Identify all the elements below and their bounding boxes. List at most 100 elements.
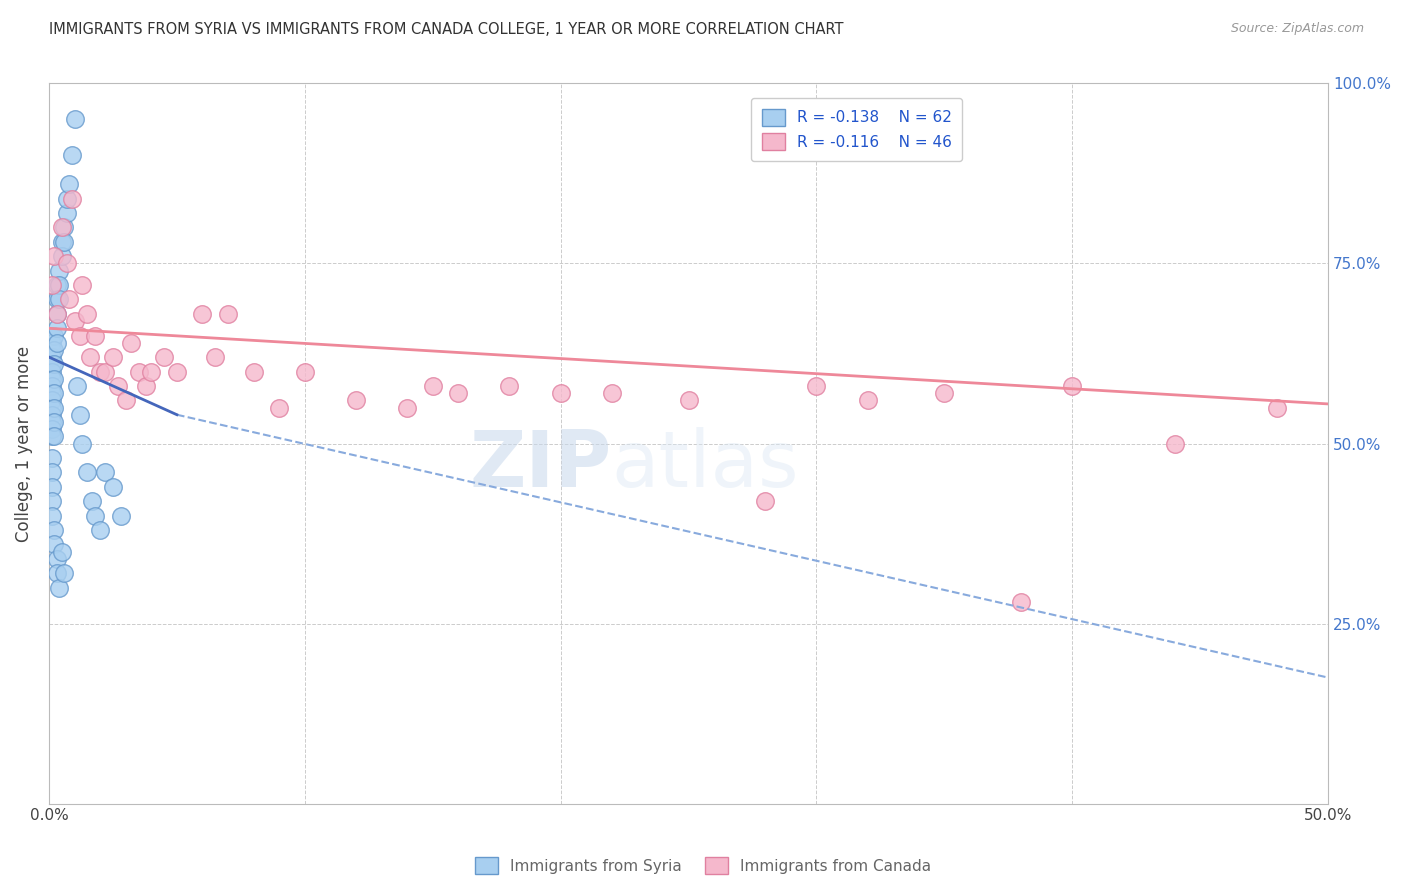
Point	[41, 372, 63, 386]
Point	[422, 379, 444, 393]
Point	[107, 379, 129, 393]
Point	[42, 523, 65, 537]
Point	[1010, 595, 1032, 609]
Point	[69, 328, 91, 343]
Point	[42, 343, 65, 357]
Point	[135, 379, 157, 393]
Y-axis label: College, 1 year or more: College, 1 year or more	[15, 345, 32, 541]
Point	[42, 357, 65, 371]
Point	[60, 192, 83, 206]
Point	[42, 429, 65, 443]
Point	[1062, 379, 1084, 393]
Point	[45, 321, 67, 335]
Point	[41, 494, 63, 508]
Point	[1163, 436, 1185, 450]
Point	[934, 386, 956, 401]
Point	[550, 386, 572, 401]
Text: atlas: atlas	[612, 427, 799, 503]
Point	[41, 508, 63, 523]
Point	[294, 364, 316, 378]
Point	[41, 429, 63, 443]
Point	[856, 393, 879, 408]
Point	[41, 335, 63, 350]
Point	[204, 350, 226, 364]
Point	[48, 293, 70, 307]
Point	[94, 364, 117, 378]
Point	[101, 350, 124, 364]
Point	[41, 357, 63, 371]
Point	[41, 350, 63, 364]
Point	[128, 364, 150, 378]
Point	[56, 206, 79, 220]
Point	[56, 256, 79, 270]
Text: ZIP: ZIP	[470, 427, 612, 503]
Point	[60, 148, 83, 162]
Point	[84, 508, 107, 523]
Point	[69, 408, 91, 422]
Point	[42, 401, 65, 415]
Point	[63, 314, 86, 328]
Text: IMMIGRANTS FROM SYRIA VS IMMIGRANTS FROM CANADA COLLEGE, 1 YEAR OR MORE CORRELAT: IMMIGRANTS FROM SYRIA VS IMMIGRANTS FROM…	[49, 22, 844, 37]
Point	[447, 386, 470, 401]
Point	[110, 508, 132, 523]
Point	[41, 364, 63, 378]
Point	[45, 293, 67, 307]
Point	[45, 307, 67, 321]
Point	[66, 379, 89, 393]
Point	[51, 544, 73, 558]
Point	[48, 263, 70, 277]
Point	[51, 220, 73, 235]
Point	[41, 422, 63, 436]
Point	[42, 328, 65, 343]
Point	[166, 364, 188, 378]
Point	[120, 335, 142, 350]
Point	[45, 335, 67, 350]
Point	[806, 379, 828, 393]
Point	[45, 307, 67, 321]
Point	[498, 379, 520, 393]
Point	[41, 408, 63, 422]
Legend: Immigrants from Syria, Immigrants from Canada: Immigrants from Syria, Immigrants from C…	[468, 851, 938, 880]
Point	[82, 494, 104, 508]
Point	[51, 249, 73, 263]
Point	[45, 278, 67, 293]
Point	[76, 307, 98, 321]
Point	[58, 178, 80, 192]
Point	[41, 343, 63, 357]
Point	[678, 393, 700, 408]
Point	[42, 386, 65, 401]
Point	[70, 278, 93, 293]
Point	[51, 235, 73, 249]
Point	[600, 386, 623, 401]
Point	[63, 112, 86, 127]
Point	[41, 466, 63, 480]
Point	[344, 393, 367, 408]
Point	[56, 192, 79, 206]
Point	[42, 372, 65, 386]
Point	[141, 364, 163, 378]
Point	[153, 350, 176, 364]
Point	[70, 436, 93, 450]
Point	[53, 235, 76, 249]
Point	[41, 278, 63, 293]
Point	[191, 307, 214, 321]
Point	[1265, 401, 1288, 415]
Point	[269, 401, 291, 415]
Point	[41, 393, 63, 408]
Point	[41, 379, 63, 393]
Point	[101, 480, 124, 494]
Point	[53, 566, 76, 581]
Point	[217, 307, 239, 321]
Point	[41, 450, 63, 465]
Point	[48, 581, 70, 595]
Point	[94, 466, 117, 480]
Point	[79, 350, 101, 364]
Point	[89, 364, 111, 378]
Point	[41, 415, 63, 429]
Point	[114, 393, 136, 408]
Point	[42, 537, 65, 551]
Point	[45, 566, 67, 581]
Point	[45, 551, 67, 566]
Point	[396, 401, 419, 415]
Point	[242, 364, 264, 378]
